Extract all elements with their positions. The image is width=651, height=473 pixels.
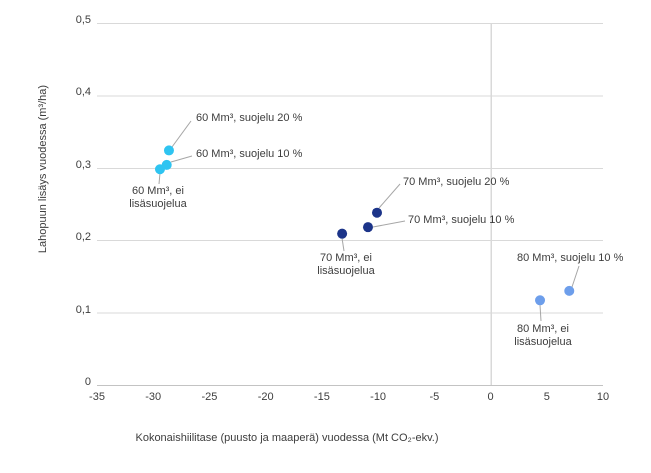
x-tick-label: -30 <box>145 391 162 403</box>
y-axis-title: Lahopuun lisäys vuodessa (m³/ha) <box>37 84 49 254</box>
leader-line <box>170 155 193 163</box>
y-tick-label: 0,4 <box>75 86 91 99</box>
y-tick-label: 0,3 <box>75 158 91 171</box>
leader-line <box>171 120 192 148</box>
data-point <box>371 207 382 218</box>
data-point <box>564 285 575 296</box>
data-point <box>362 222 373 233</box>
x-tick-label: 5 <box>543 391 550 403</box>
x-tick-label: -10 <box>370 391 387 403</box>
leader-line <box>378 183 401 209</box>
point-label: 60 Mm³, suojelu 20 % <box>196 112 303 124</box>
leader-line <box>341 237 345 252</box>
point-label: 70 Mm³, suojelu 20 % <box>403 176 510 188</box>
point-label: 80 Mm³, suojelu 10 % <box>517 252 624 264</box>
point-label: 70 Mm³, suojelu 10 % <box>408 214 515 226</box>
data-point <box>161 159 172 170</box>
y-tick-label: 0 <box>84 376 91 388</box>
y-tick-label: 0,5 <box>75 14 91 26</box>
leader-line <box>539 304 542 322</box>
x-tick-label: 10 <box>596 391 610 403</box>
leader-line <box>372 220 406 228</box>
point-label: 60 Mm³, suojelu 10 % <box>196 148 303 160</box>
data-point <box>163 145 174 156</box>
leader-line <box>158 172 161 185</box>
leader-line <box>571 265 580 288</box>
data-point <box>535 295 546 306</box>
x-tick-label: -15 <box>313 391 330 403</box>
x-axis-title: Kokonaishiilitase (puusto ja maaperä) vu… <box>135 432 439 444</box>
point-label: 60 Mm³, ei lisäsuojelua <box>129 185 187 210</box>
y-tick-label: 0,1 <box>75 303 91 316</box>
x-tick-label: -25 <box>201 391 218 403</box>
x-tick-label: -20 <box>257 391 274 403</box>
point-label: 80 Mm³, ei lisäsuojelua <box>514 323 572 348</box>
point-label: 70 Mm³, ei lisäsuojelua <box>317 252 375 277</box>
data-point <box>337 228 348 239</box>
y-tick-label: 0,2 <box>75 231 91 244</box>
x-tick-label: 0 <box>487 391 494 403</box>
x-tick-label: -5 <box>429 391 440 403</box>
x-tick-label: -35 <box>89 391 105 403</box>
